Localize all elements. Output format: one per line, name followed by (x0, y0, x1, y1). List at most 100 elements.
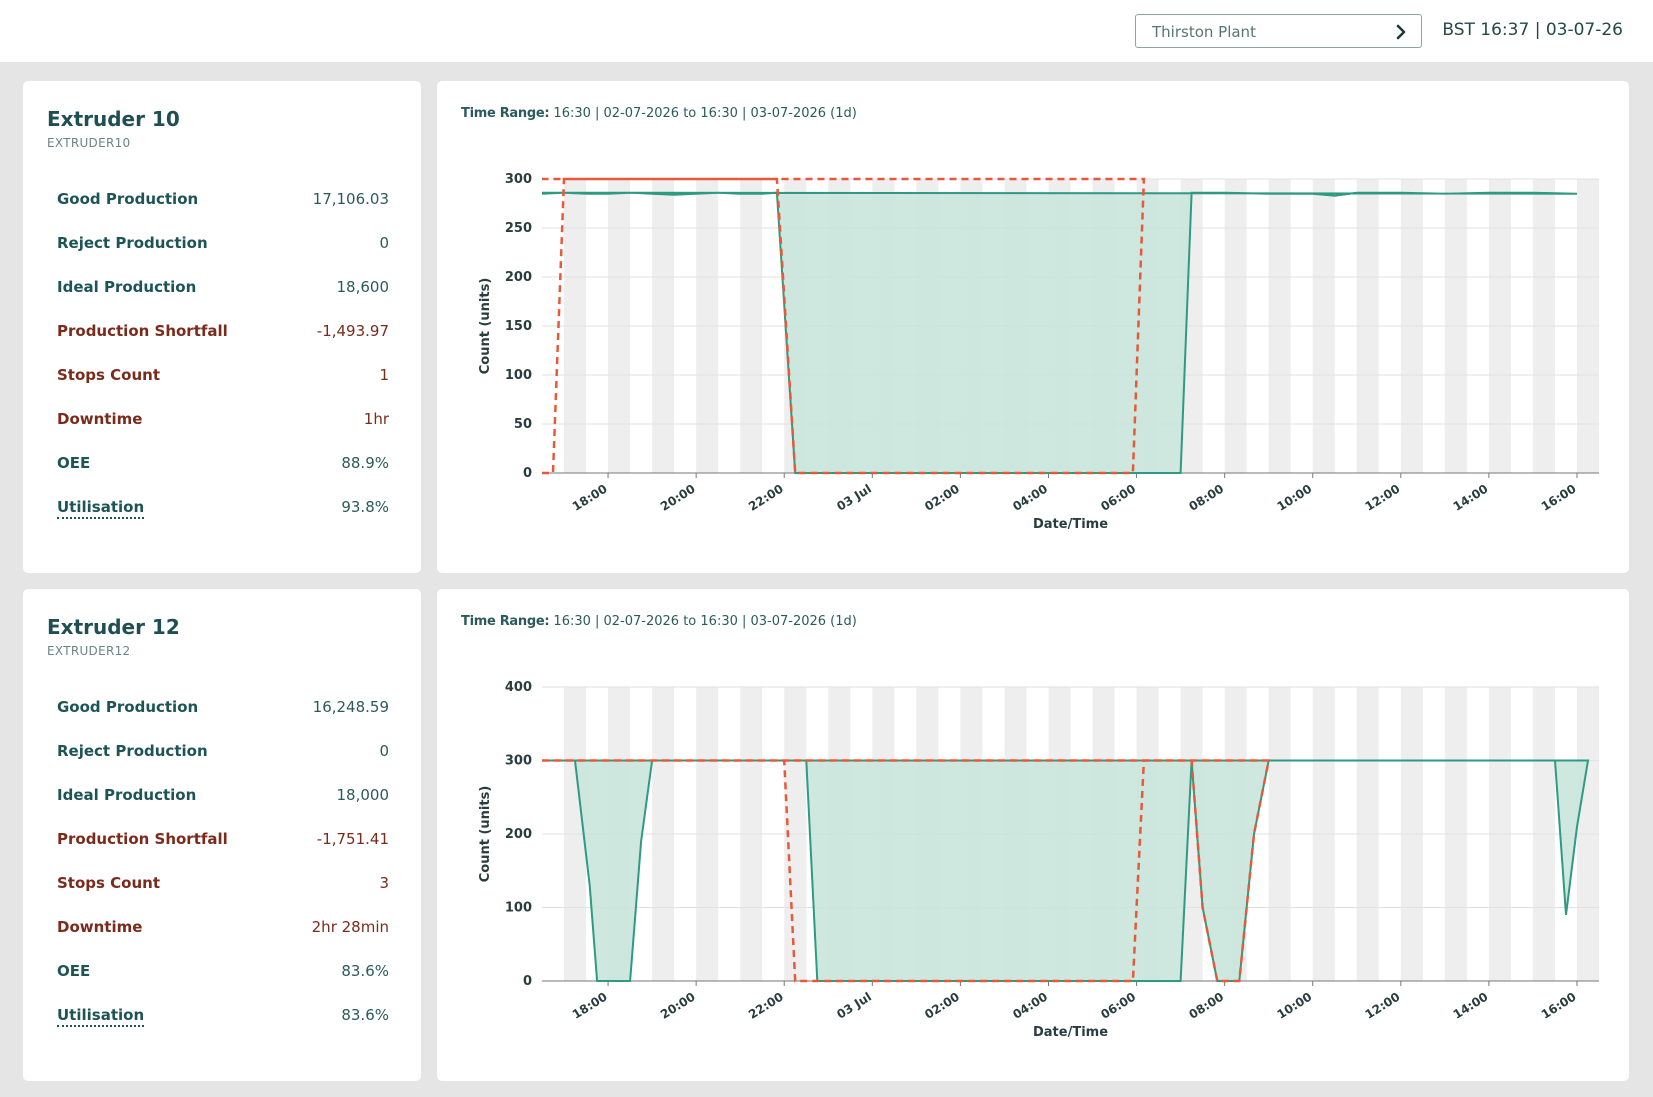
metric-label: Production Shortfall (57, 830, 228, 848)
y-tick-label: 0 (523, 466, 532, 481)
x-tick-label: 20:00 (658, 482, 698, 514)
x-tick-label: 16:00 (1539, 990, 1579, 1022)
metric-oee: OEE 88.9% (57, 452, 389, 476)
x-tick-label: 22:00 (746, 482, 786, 514)
x-tick-label: 14:00 (1451, 990, 1491, 1022)
metric-value: 2hr 28min (311, 918, 389, 936)
x-tick-label: 06:00 (1098, 482, 1138, 514)
metric-label: Production Shortfall (57, 322, 228, 340)
clock-readout: BST 16:37 | 03-07-26 (1442, 20, 1623, 40)
metric-label: Ideal Production (57, 786, 197, 804)
y-tick-label: 100 (505, 901, 532, 916)
x-tick-label: 06:00 (1098, 990, 1138, 1022)
x-tick-label: 04:00 (1010, 990, 1050, 1022)
x-tick-label: 08:00 (1186, 482, 1226, 514)
metric-value: 83.6% (341, 962, 389, 980)
utilisation-link[interactable]: Utilisation (57, 498, 145, 519)
metric-utilisation: Utilisation 83.6% (57, 1004, 389, 1028)
x-tick-label: 14:00 (1451, 482, 1491, 514)
metric-good-production: Good Production 17,106.03 (57, 188, 389, 212)
metric-value: 1hr (363, 410, 389, 428)
machine-name: Extruder 12 (47, 615, 180, 639)
x-tick-label: 03 Jul (834, 482, 874, 514)
x-tick-label: 10:00 (1275, 990, 1315, 1022)
metric-label: Reject Production (57, 234, 208, 252)
y-tick-label: 100 (505, 368, 532, 383)
y-tick-label: 250 (505, 221, 532, 236)
machine-id: EXTRUDER12 (47, 644, 131, 658)
x-tick-label: 12:00 (1363, 990, 1403, 1022)
metric-ideal-production: Ideal Production 18,000 (57, 784, 389, 808)
metric-label: Stops Count (57, 366, 161, 384)
y-tick-label: 50 (514, 417, 532, 432)
metric-label: OEE (57, 962, 91, 980)
machine-id: EXTRUDER10 (47, 136, 131, 150)
time-range-value: 16:30 | 02-07-2026 to 16:30 | 03-07-2026… (553, 106, 857, 121)
y-tick-label: 0 (523, 974, 532, 989)
x-axis-title: Date/Time (1033, 1025, 1108, 1040)
time-range: Time Range: 16:30 | 02-07-2026 to 16:30 … (461, 614, 857, 629)
y-tick-label: 200 (505, 827, 532, 842)
metric-label: Downtime (57, 918, 143, 936)
metric-label: Ideal Production (57, 278, 197, 296)
metric-downtime: Downtime 1hr (57, 408, 389, 432)
metric-value: -1,751.41 (316, 830, 389, 848)
time-range-value: 16:30 | 02-07-2026 to 16:30 | 03-07-2026… (553, 614, 857, 629)
metric-reject-production: Reject Production 0 (57, 232, 389, 256)
metric-label: Good Production (57, 190, 199, 208)
time-range-label: Time Range: (461, 106, 550, 121)
metric-downtime: Downtime 2hr 28min (57, 916, 389, 940)
target-line (542, 759, 1271, 983)
actual-area (542, 760, 1588, 981)
metric-stops-count: Stops Count 1 (57, 364, 389, 388)
x-tick-label: 04:00 (1010, 482, 1050, 514)
metric-ideal-production: Ideal Production 18,600 (57, 276, 389, 300)
y-tick-label: 300 (505, 172, 532, 187)
metric-label: Good Production (57, 698, 199, 716)
metric-oee: OEE 83.6% (57, 960, 389, 984)
x-tick-label: 18:00 (570, 990, 610, 1022)
actual-line (541, 191, 1578, 474)
metric-good-production: Good Production 16,248.59 (57, 696, 389, 720)
production-chart: 0 100 200 300 400 18:00 20:00 22:00 03 Jul 02:00 0… (478, 680, 1599, 1040)
machine-stats-card: Extruder 12 EXTRUDER12 Good Production 1… (23, 589, 421, 1081)
metric-value: 0 (379, 234, 389, 252)
metric-value: 83.6% (341, 1006, 389, 1024)
site-selector[interactable]: Thirston Plant (1135, 14, 1422, 48)
metric-value: 18,000 (336, 786, 390, 804)
metric-label: OEE (57, 454, 91, 472)
metric-utilisation: Utilisation 93.8% (57, 496, 389, 520)
production-chart: 0 50 100 150 200 250 300 18:00 20:00 22:00 03 Jul 0… (478, 172, 1599, 532)
site-selector-label: Thirston Plant (1152, 23, 1256, 41)
metric-label: Stops Count (57, 874, 161, 892)
x-tick-label: 08:00 (1186, 990, 1226, 1022)
y-axis-title: Count (units) (478, 278, 493, 375)
x-tick-label: 02:00 (922, 990, 962, 1022)
metric-value: 3 (379, 874, 389, 892)
metric-label: Downtime (57, 410, 143, 428)
metric-production-shortfall: Production Shortfall -1,751.41 (57, 828, 389, 852)
x-tick-label: 16:00 (1539, 482, 1579, 514)
y-tick-label: 150 (505, 319, 532, 334)
top-bar: Thirston Plant BST 16:37 | 03-07-26 (0, 0, 1653, 62)
y-tick-label: 400 (505, 680, 532, 695)
x-tick-label: 20:00 (658, 990, 698, 1022)
x-axis-title: Date/Time (1033, 517, 1108, 532)
y-tick-label: 200 (505, 270, 532, 285)
y-tick-label: 300 (505, 754, 532, 769)
metric-production-shortfall: Production Shortfall -1,493.97 (57, 320, 389, 344)
metric-value: 1 (379, 366, 389, 384)
metric-stops-count: Stops Count 3 (57, 872, 389, 896)
x-tick-label: 18:00 (570, 482, 610, 514)
chevron-right-icon (1396, 24, 1406, 40)
machine-name: Extruder 10 (47, 107, 180, 131)
time-range-label: Time Range: (461, 614, 550, 629)
target-line (542, 177, 1146, 475)
time-range: Time Range: 16:30 | 02-07-2026 to 16:30 … (461, 106, 857, 121)
x-tick-label: 22:00 (746, 990, 786, 1022)
x-tick-label: 10:00 (1275, 482, 1315, 514)
production-chart-card: Time Range: 16:30 | 02-07-2026 to 16:30 … (437, 81, 1629, 573)
metric-label: Reject Production (57, 742, 208, 760)
x-tick-label: 02:00 (922, 482, 962, 514)
utilisation-link[interactable]: Utilisation (57, 1006, 145, 1027)
